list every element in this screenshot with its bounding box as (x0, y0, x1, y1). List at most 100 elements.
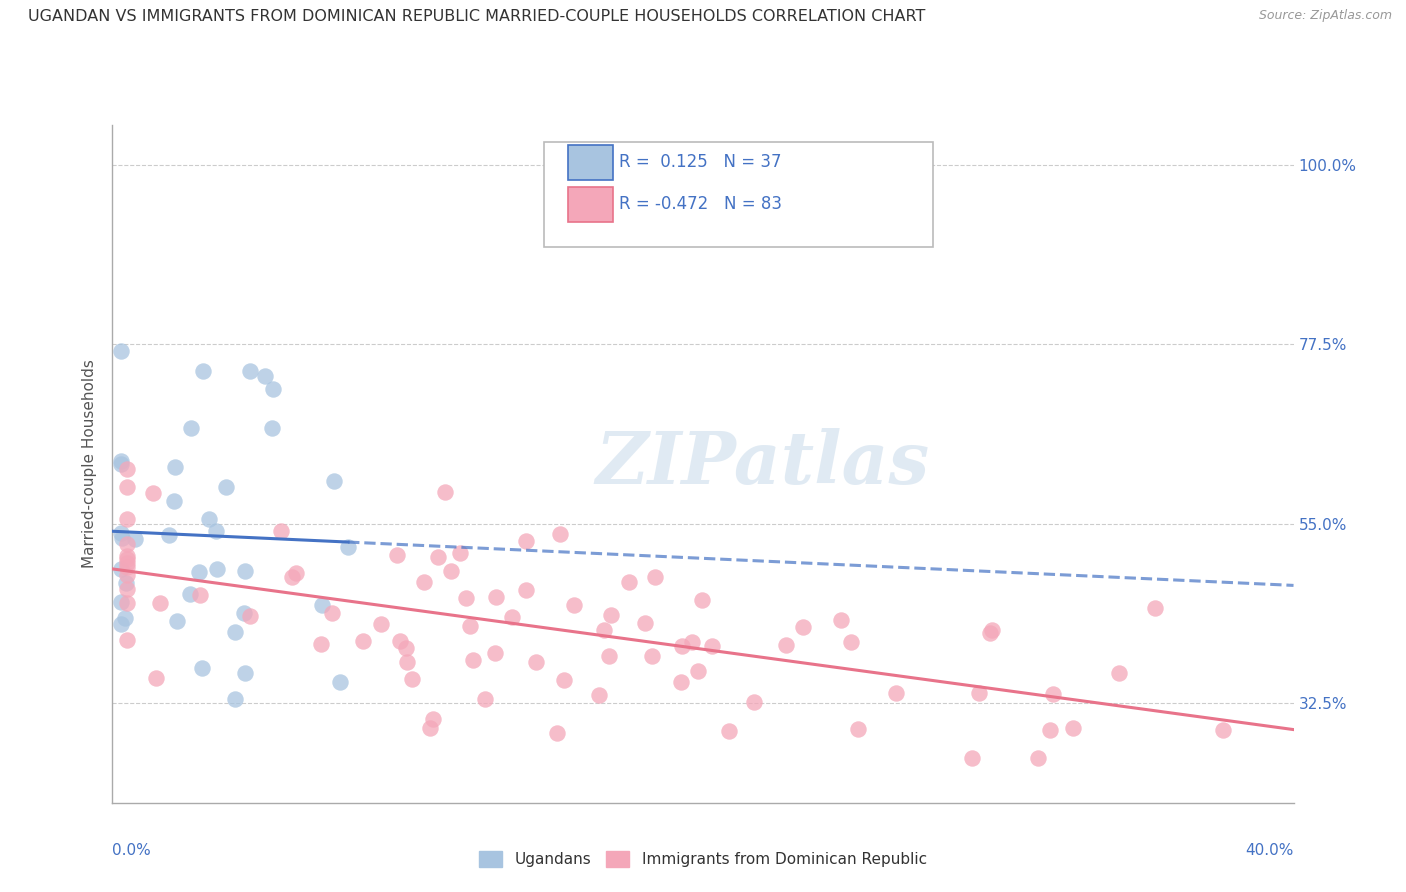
Point (309, 637, 332, 651)
Point (110, 594, 132, 608)
Point (111, 531, 134, 545)
Point (149, 596, 172, 610)
Legend: Ugandans, Immigrants from Dominican Republic: Ugandans, Immigrants from Dominican Repu… (474, 845, 932, 873)
Point (117, 549, 138, 563)
Point (598, 648, 620, 663)
Point (157, 527, 180, 541)
Point (191, 364, 214, 378)
Point (979, 626, 1001, 640)
Point (458, 619, 481, 633)
Point (117, 536, 138, 550)
Point (188, 565, 211, 579)
Point (117, 632, 138, 647)
Point (401, 673, 423, 687)
Point (588, 688, 610, 702)
Point (427, 550, 450, 565)
Point (110, 454, 132, 468)
Point (328, 675, 350, 690)
Point (1212, 723, 1234, 737)
Point (717, 724, 740, 739)
Point (215, 480, 238, 494)
Point (124, 532, 146, 546)
Point (553, 673, 575, 687)
Point (110, 343, 132, 358)
Point (671, 639, 693, 653)
Point (671, 675, 693, 690)
Point (115, 576, 138, 591)
Point (117, 556, 138, 570)
Point (1108, 666, 1130, 681)
Point (141, 485, 163, 500)
Point (980, 623, 1002, 637)
Point (311, 599, 333, 613)
Point (884, 686, 907, 700)
Point (239, 364, 262, 378)
Point (110, 526, 132, 541)
Point (370, 617, 392, 632)
Point (439, 564, 461, 578)
Point (562, 598, 585, 612)
Point (179, 587, 201, 601)
Point (454, 591, 477, 606)
FancyBboxPatch shape (544, 142, 934, 247)
Point (110, 562, 132, 576)
Point (117, 596, 138, 610)
Text: 0.0%: 0.0% (112, 844, 152, 858)
Point (1042, 687, 1064, 701)
Point (501, 610, 523, 624)
FancyBboxPatch shape (568, 186, 613, 222)
Point (548, 527, 571, 541)
Point (395, 640, 418, 655)
Point (337, 540, 360, 554)
Point (117, 552, 138, 566)
Point (188, 588, 211, 602)
Point (546, 726, 568, 740)
Point (449, 546, 471, 560)
Point (321, 606, 343, 620)
Point (205, 562, 228, 576)
Point (117, 480, 138, 494)
Point (197, 512, 219, 526)
Text: ZIPatlas: ZIPatlas (595, 428, 929, 500)
Point (233, 564, 256, 578)
Point (322, 474, 344, 488)
Point (792, 620, 814, 634)
Point (117, 582, 138, 597)
Point (422, 712, 444, 726)
Point (593, 623, 616, 637)
Point (412, 574, 434, 589)
Point (352, 633, 374, 648)
Point (165, 459, 187, 474)
Y-axis label: Married-couple Households: Married-couple Households (82, 359, 97, 568)
Point (461, 653, 484, 667)
Point (232, 606, 254, 620)
Point (117, 512, 138, 526)
Point (204, 524, 226, 538)
Point (191, 661, 214, 675)
Point (254, 369, 277, 384)
Point (224, 624, 246, 639)
Point (262, 421, 284, 435)
Point (690, 593, 713, 607)
Point (110, 458, 132, 472)
Point (515, 582, 537, 597)
Point (839, 635, 862, 649)
Point (385, 549, 408, 563)
Point (742, 695, 765, 709)
Point (775, 638, 797, 652)
Point (233, 665, 256, 680)
Point (600, 607, 623, 622)
Point (163, 493, 186, 508)
Point (1039, 723, 1062, 738)
Point (281, 570, 304, 584)
Point (485, 590, 508, 604)
Point (700, 639, 723, 653)
Point (270, 524, 292, 538)
Point (284, 566, 307, 581)
Point (484, 646, 506, 660)
Point (262, 383, 284, 397)
Point (395, 655, 418, 669)
Point (967, 686, 990, 700)
Point (117, 560, 138, 574)
Point (1062, 721, 1084, 735)
